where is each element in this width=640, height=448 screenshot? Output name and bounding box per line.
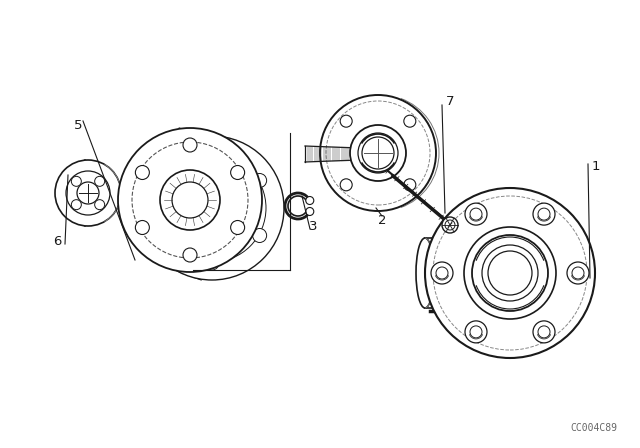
Text: 5: 5 [74,119,83,132]
Circle shape [184,180,240,236]
Circle shape [95,200,105,210]
Circle shape [488,251,532,295]
Circle shape [465,203,487,225]
Circle shape [136,220,149,234]
Circle shape [465,321,487,343]
Circle shape [95,177,105,186]
Circle shape [253,173,267,188]
Ellipse shape [416,238,434,308]
Circle shape [538,208,550,220]
Ellipse shape [80,171,90,215]
Text: 3: 3 [308,220,317,233]
Circle shape [362,137,394,169]
Circle shape [358,133,398,173]
Circle shape [172,182,208,218]
Circle shape [205,146,219,160]
Circle shape [77,182,99,204]
Circle shape [118,128,262,272]
Circle shape [183,138,197,152]
Circle shape [404,115,416,127]
Circle shape [431,262,453,284]
Circle shape [205,256,219,270]
Circle shape [190,186,234,230]
Circle shape [157,228,172,242]
Circle shape [472,235,548,311]
Circle shape [340,115,352,127]
Circle shape [136,165,149,180]
Text: CC004C89: CC004C89 [570,423,617,433]
Circle shape [567,262,589,284]
Circle shape [470,326,482,338]
Circle shape [306,197,314,204]
Circle shape [445,220,455,230]
Circle shape [230,165,244,180]
Circle shape [442,217,458,233]
Circle shape [158,154,266,262]
Circle shape [470,208,482,220]
Circle shape [320,95,436,211]
Circle shape [71,200,81,210]
Text: 6: 6 [53,234,61,247]
Circle shape [340,179,352,191]
Ellipse shape [80,160,90,226]
Circle shape [533,203,555,225]
Circle shape [572,267,584,279]
Circle shape [157,173,172,188]
Circle shape [253,228,267,242]
Text: 1: 1 [592,159,600,172]
Text: 2: 2 [378,214,387,227]
Circle shape [350,125,406,181]
Circle shape [160,170,220,230]
Circle shape [66,171,110,215]
Circle shape [71,177,81,186]
Text: 7: 7 [445,95,454,108]
Circle shape [306,207,314,215]
Text: 4: 4 [181,267,189,280]
Circle shape [425,188,595,358]
Circle shape [230,220,244,234]
Circle shape [404,179,416,191]
Circle shape [183,248,197,262]
Circle shape [55,160,121,226]
Circle shape [436,267,448,279]
Circle shape [538,326,550,338]
Circle shape [533,321,555,343]
Circle shape [140,136,284,280]
Circle shape [482,245,538,301]
